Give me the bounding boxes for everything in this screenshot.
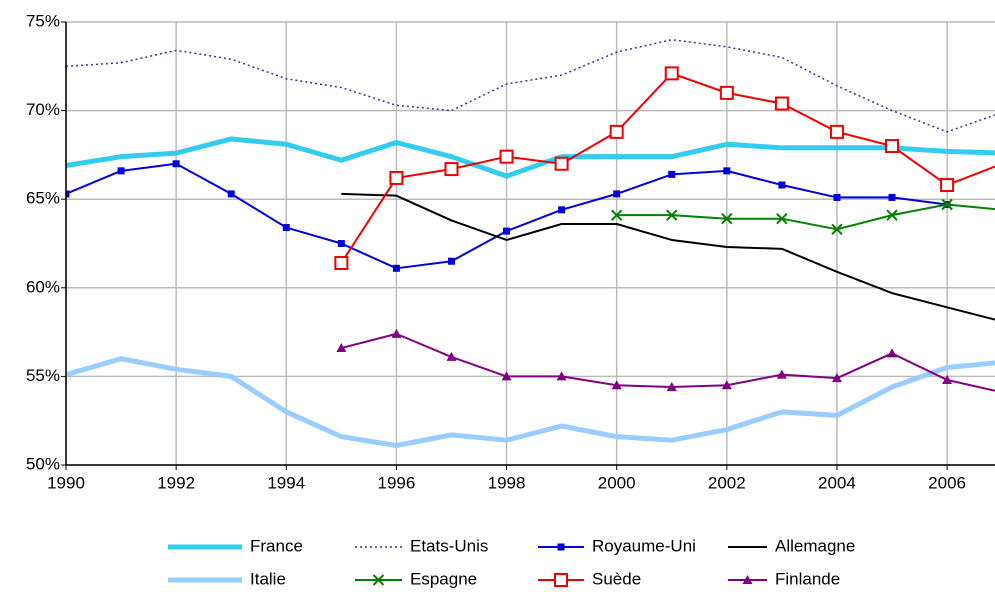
marker	[885, 139, 900, 154]
marker	[831, 373, 842, 383]
marker	[558, 206, 566, 214]
marker	[664, 66, 679, 81]
marker	[831, 223, 843, 236]
marker	[227, 190, 235, 198]
marker	[499, 149, 514, 164]
y-tick-label: 65%	[26, 189, 60, 208]
marker	[372, 574, 385, 586]
marker	[888, 193, 896, 201]
marker	[66, 190, 70, 198]
series-line	[66, 38, 995, 133]
marker	[117, 167, 125, 175]
marker	[776, 212, 788, 225]
marker	[666, 382, 677, 392]
x-tick-label: 1992	[157, 473, 195, 492]
y-tick-label: 75%	[26, 11, 60, 30]
marker	[742, 575, 753, 584]
series-line	[616, 203, 995, 231]
marker	[941, 198, 953, 211]
x-tick-label: 1994	[267, 473, 305, 492]
y-tick-label: 70%	[26, 100, 60, 119]
marker	[613, 190, 621, 198]
marker	[336, 343, 347, 353]
marker	[501, 371, 512, 381]
marker	[337, 240, 345, 247]
x-tick-label: 1990	[47, 473, 85, 492]
legend-label: Italie	[250, 569, 286, 588]
legend-label: Royaume-Uni	[592, 536, 696, 555]
series-line	[341, 192, 995, 321]
marker	[721, 380, 732, 390]
marker	[556, 371, 567, 381]
marker	[447, 257, 455, 265]
axes: 50% 55% 60% 65% 70% 75% 1990 1992 1994 1996 1998 20…	[26, 11, 995, 492]
marker	[887, 348, 898, 358]
legend-label: Espagne	[410, 569, 477, 588]
series-line	[66, 136, 995, 179]
marker	[389, 170, 404, 185]
x-tick-label: 2002	[708, 473, 746, 492]
marker	[666, 209, 678, 221]
marker	[334, 255, 349, 270]
legend-label: Etats-Unis	[410, 536, 488, 555]
marker	[444, 162, 459, 177]
marker	[610, 209, 623, 221]
marker	[609, 124, 624, 139]
marker	[774, 96, 789, 111]
x-tick-label: 2000	[598, 473, 636, 492]
marker	[392, 264, 400, 272]
marker	[886, 209, 898, 221]
grid	[65, 21, 995, 466]
legend-label: Finlande	[775, 569, 840, 588]
legend-label: Allemagne	[775, 536, 855, 555]
y-tick-label: 60%	[26, 277, 60, 296]
marker	[721, 212, 733, 225]
x-tick-label: 1996	[377, 473, 415, 492]
x-tick-label: 1998	[488, 473, 526, 492]
marker	[833, 193, 841, 201]
series-line	[340, 72, 995, 264]
marker	[723, 167, 731, 175]
legend: France Etats-Unis Royaume-Uni Allemagne Ital…	[168, 536, 855, 588]
marker	[282, 224, 290, 232]
x-tick-label: 2004	[818, 473, 856, 492]
marker	[776, 369, 787, 379]
marker	[611, 380, 622, 390]
marker	[446, 351, 457, 361]
y-tick-label: 50%	[26, 454, 60, 473]
marker	[554, 156, 569, 171]
y-tick-label: 55%	[26, 366, 60, 385]
marker	[554, 573, 568, 587]
marker	[668, 170, 676, 178]
marker	[942, 374, 953, 384]
marker	[557, 543, 565, 551]
x-tick-label: 2006	[928, 473, 966, 492]
marker	[940, 178, 955, 193]
legend-label: Suède	[592, 569, 641, 588]
marker	[719, 85, 734, 100]
marker	[829, 124, 844, 139]
marker	[778, 181, 786, 189]
marker	[503, 227, 511, 235]
plot-area	[66, 38, 995, 449]
marker	[172, 160, 180, 168]
legend-label: France	[250, 536, 303, 555]
marker	[391, 328, 402, 338]
series-line	[66, 356, 995, 449]
